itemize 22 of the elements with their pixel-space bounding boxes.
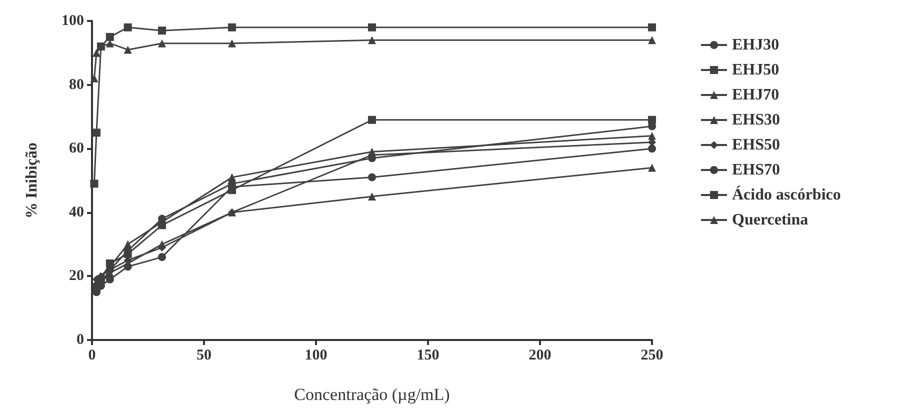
y-tick-label: 0 bbox=[76, 332, 84, 348]
y-tick-label: 80 bbox=[69, 76, 84, 93]
x-axis-title: Concentração (µg/mL) bbox=[294, 385, 450, 404]
x-tick-label: 200 bbox=[528, 348, 552, 364]
y-tick-label: 20 bbox=[69, 268, 84, 284]
legend-label: EHS30 bbox=[732, 112, 780, 128]
x-tick-label: 150 bbox=[416, 348, 440, 364]
x-tick-label: 250 bbox=[640, 348, 664, 364]
y-axis-title: % Inibição bbox=[24, 142, 40, 219]
y-tick-label: 100 bbox=[62, 13, 84, 29]
legend-label: Ácido ascórbico bbox=[732, 186, 841, 204]
x-tick-label: 50 bbox=[196, 348, 212, 364]
x-tick-label: 100 bbox=[304, 348, 328, 364]
y-tick-label: 40 bbox=[69, 204, 84, 220]
legend-label: EHS50 bbox=[732, 136, 780, 154]
y-tick-label: 60 bbox=[69, 140, 84, 157]
legend-label: EHS70 bbox=[732, 162, 780, 178]
legend-label: EHJ70 bbox=[732, 86, 780, 104]
legend-label: Quercetina bbox=[732, 212, 808, 228]
x-tick-label: 0 bbox=[88, 348, 96, 364]
legend-label: EHJ50 bbox=[732, 62, 780, 78]
legend-label: EHJ30 bbox=[732, 36, 780, 54]
